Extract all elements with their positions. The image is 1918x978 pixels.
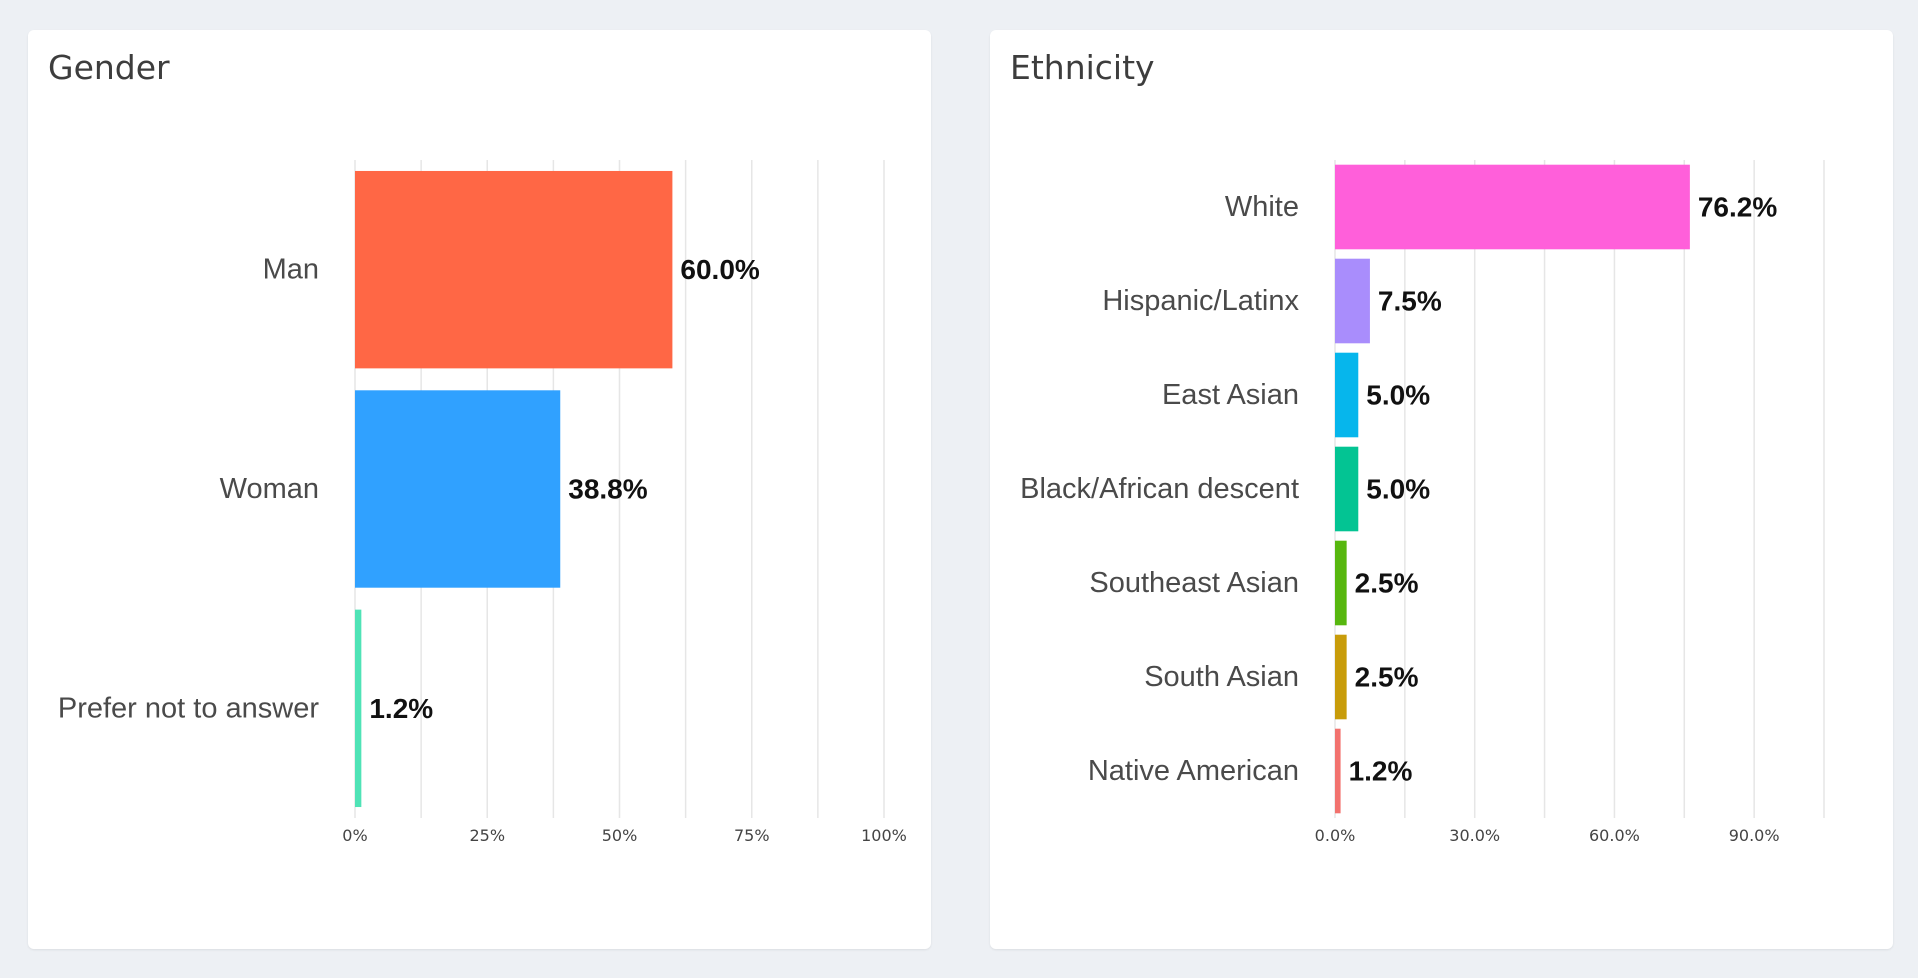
x-tick-label: 25% [469,826,505,845]
bar-south-asian[interactable] [1335,634,1347,720]
gender-chart-title: Gender [48,48,170,87]
value-label: 38.8% [568,474,647,505]
value-label: 1.2% [369,693,433,724]
bar-black-african-descent[interactable] [1335,446,1359,532]
bar-southeast-asian[interactable] [1335,540,1347,626]
category-label: Southeast Asian [1089,567,1299,599]
value-label: 2.5% [1355,662,1419,693]
x-tick-label: 30.0% [1449,826,1500,845]
category-label: Black/African descent [1020,473,1299,505]
category-label: South Asian [1144,661,1299,693]
value-label: 76.2% [1698,192,1777,223]
x-tick-label: 75% [734,826,770,845]
bar-hispanic-latinx[interactable] [1335,258,1370,344]
category-label: White [1225,191,1299,223]
value-label: 2.5% [1355,568,1419,599]
bar-woman[interactable] [355,390,561,588]
value-label: 5.0% [1366,380,1430,411]
bar-man[interactable] [355,170,673,369]
x-tick-label: 0.0% [1315,826,1356,845]
ethnicity-chart-card: Ethnicity White 76.2% Hispanic/Latinx 7.5% E… [990,30,1893,949]
category-label: Man [263,254,319,286]
value-label: 1.2% [1349,756,1413,787]
category-label: Native American [1088,755,1299,787]
value-label: 5.0% [1366,474,1430,505]
bar-east-asian[interactable] [1335,352,1359,438]
category-label: Hispanic/Latinx [1102,285,1299,317]
value-label: 7.5% [1378,286,1442,317]
x-tick-label: 50% [602,826,638,845]
category-label: Prefer not to answer [58,692,319,724]
bar-native-american[interactable] [1335,728,1341,814]
x-tick-label: 90.0% [1729,826,1780,845]
gender-chart-card: Gender Man 60.0% Woman 38.8% Prefer not to a… [28,30,931,949]
x-tick-label: 0% [342,826,367,845]
x-tick-label: 60.0% [1589,826,1640,845]
value-label: 60.0% [680,254,759,285]
ethnicity-bar-chart: White 76.2% Hispanic/Latinx 7.5% East Asian 5… [1020,160,1825,845]
gender-bar-chart: Man 60.0% Woman 38.8% Prefer not to answer 1.… [58,160,907,845]
bar-prefer-not-to-answer[interactable] [355,609,362,808]
bar-white[interactable] [1335,164,1690,250]
category-label: East Asian [1162,379,1299,411]
x-tick-label: 100% [861,826,907,845]
ethnicity-chart-title: Ethnicity [1010,48,1155,87]
category-label: Woman [220,473,319,505]
